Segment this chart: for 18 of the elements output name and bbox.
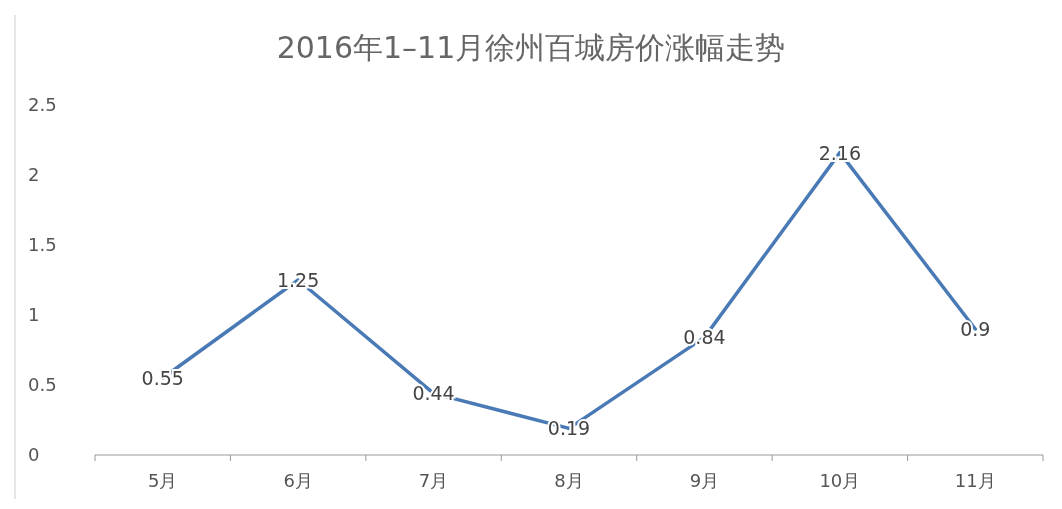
- data-label: 2.16: [818, 141, 862, 164]
- x-tick-label: 6月: [283, 470, 313, 491]
- x-tick-label: 5月: [147, 470, 178, 491]
- chart-title: 2016年1–11月徐州百城房价涨幅走势: [276, 30, 786, 65]
- y-tick-label: 2: [28, 164, 40, 185]
- y-tick-label: 0: [28, 444, 40, 465]
- y-tick-label: 0.5: [28, 374, 57, 395]
- y-tick-label: 2.5: [28, 94, 57, 115]
- x-tick-label: 10月: [819, 470, 861, 491]
- x-tick-label: 11月: [954, 470, 996, 491]
- x-tick-label: 8月: [554, 470, 584, 491]
- y-tick-label: 1: [28, 304, 40, 325]
- y-tick-label: 1.5: [28, 234, 57, 255]
- data-label: 0.55: [141, 367, 184, 389]
- x-tick-label: 7月: [418, 470, 449, 491]
- data-label: 0.9: [960, 318, 991, 340]
- data-label: 1.25: [276, 269, 320, 291]
- x-tick-label: 9月: [689, 470, 720, 491]
